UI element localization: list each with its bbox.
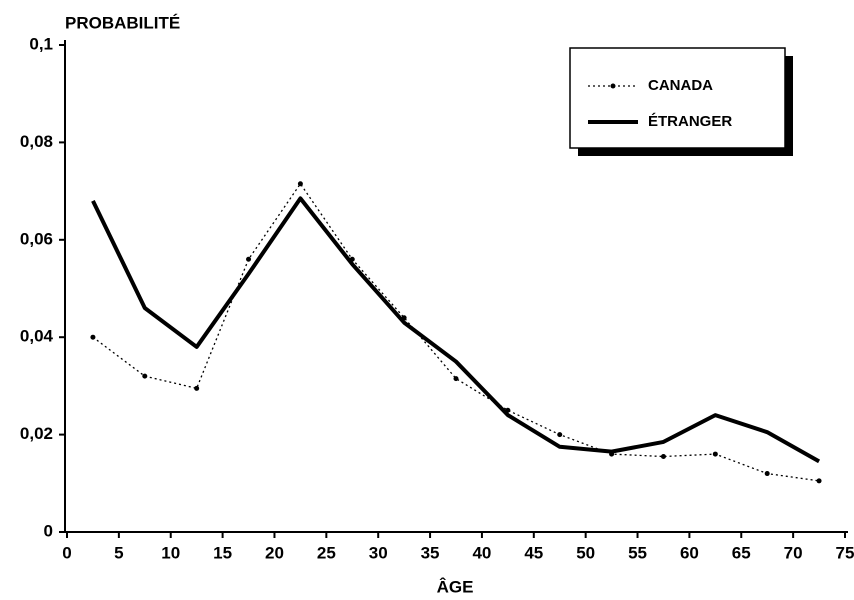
- x-tick-label: 5: [114, 543, 123, 562]
- y-tick-label: 0,06: [20, 229, 53, 248]
- x-tick-label: 40: [472, 543, 491, 562]
- x-tick-label: 75: [836, 543, 854, 562]
- x-tick-label: 10: [161, 543, 180, 562]
- series-point: [90, 334, 96, 340]
- series-point: [297, 181, 303, 187]
- x-tick-label: 25: [317, 543, 336, 562]
- x-tick-label: 35: [421, 543, 440, 562]
- series-point: [142, 373, 148, 379]
- x-tick-label: 70: [784, 543, 803, 562]
- y-tick-label: 0,04: [20, 327, 54, 346]
- series-point: [194, 385, 200, 391]
- legend-box: [569, 47, 786, 149]
- chart-title: PROBABILITÉ: [65, 13, 180, 32]
- legend-point: [610, 83, 616, 89]
- x-tick-label: 65: [732, 543, 751, 562]
- legend-label: CANADA: [648, 77, 713, 94]
- x-tick-label: 15: [213, 543, 232, 562]
- series-line: [91, 196, 821, 464]
- x-tick-label: 0: [62, 543, 71, 562]
- series-point: [816, 478, 822, 484]
- series-point: [764, 471, 770, 477]
- x-tick-label: 55: [628, 543, 647, 562]
- x-axis-label: ÂGE: [437, 577, 474, 596]
- series-point: [712, 451, 718, 457]
- series-point: [557, 432, 563, 438]
- y-tick-label: 0,02: [20, 424, 53, 443]
- series-point: [453, 376, 459, 382]
- legend-label: ÉTRANGER: [648, 113, 732, 130]
- series-point: [660, 454, 666, 460]
- x-tick-label: 30: [369, 543, 388, 562]
- x-tick-label: 45: [524, 543, 543, 562]
- x-tick-label: 60: [680, 543, 699, 562]
- y-tick-label: 0: [44, 521, 53, 540]
- series-point: [246, 256, 252, 262]
- y-tick-label: 0,1: [29, 34, 53, 53]
- y-tick-label: 0,08: [20, 132, 53, 151]
- x-tick-label: 20: [265, 543, 284, 562]
- series-line: [92, 183, 820, 482]
- x-tick-label: 50: [576, 543, 595, 562]
